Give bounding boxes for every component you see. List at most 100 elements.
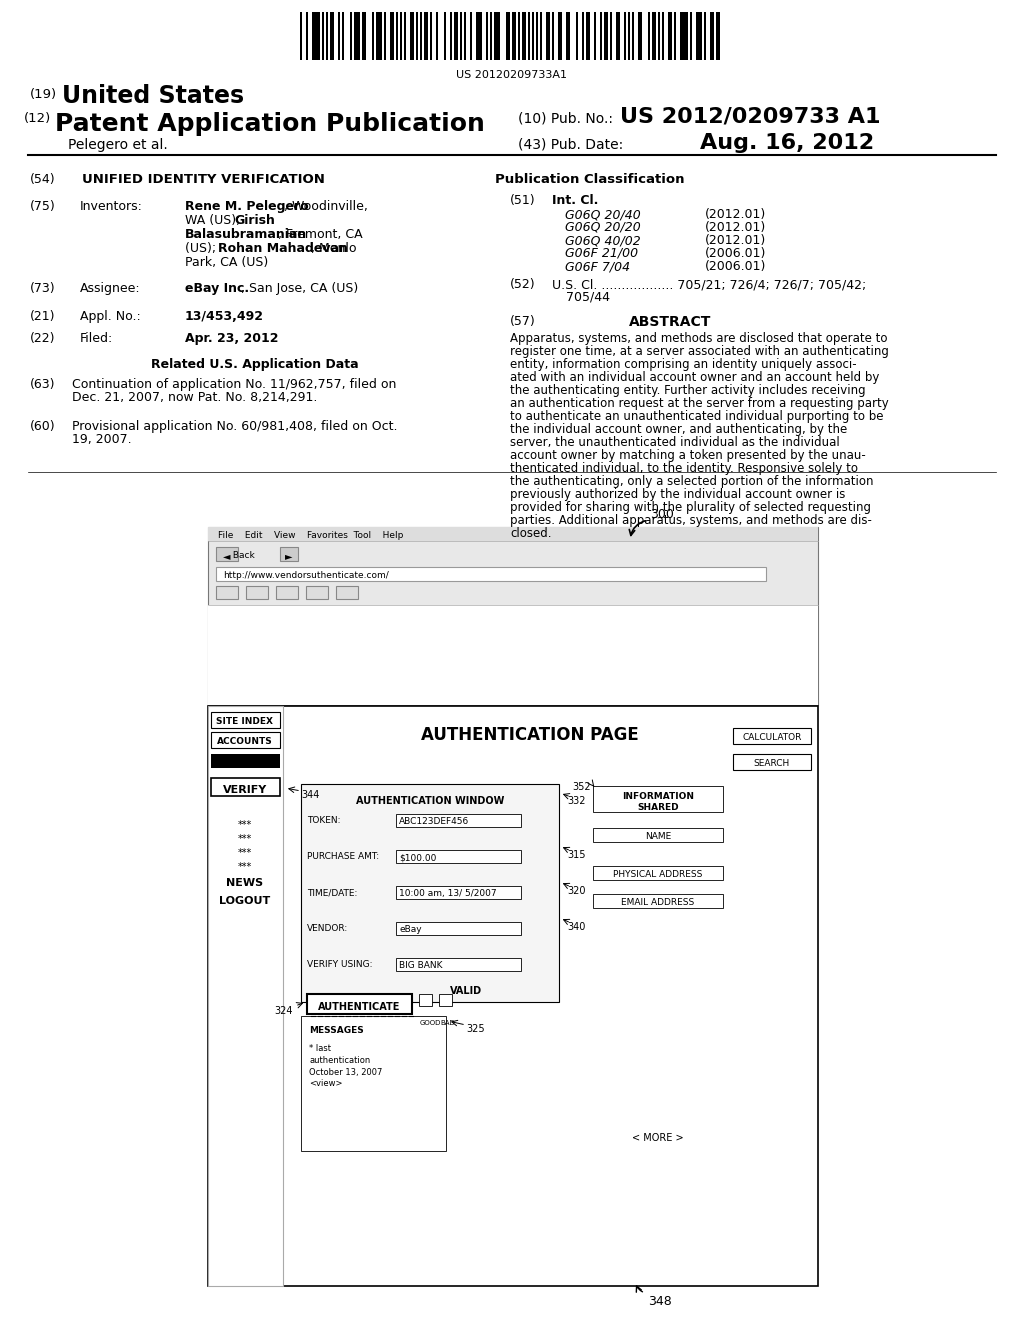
Text: ated with an individual account owner and an account held by: ated with an individual account owner an… (510, 371, 880, 384)
Text: the authenticating entity. Further activity includes receiving: the authenticating entity. Further activ… (510, 384, 865, 397)
Bar (301, 1016, 446, 1151)
Bar (522, 12, 526, 59)
Bar (540, 12, 542, 59)
Bar (490, 12, 492, 59)
Bar (400, 12, 402, 59)
Text: 10:00 am, 13/ 5/2007: 10:00 am, 13/ 5/2007 (399, 888, 497, 898)
Text: ABSTRACT: ABSTRACT (629, 315, 712, 329)
Bar (536, 12, 538, 59)
Text: account owner by matching a token presented by the unau-: account owner by matching a token presen… (510, 449, 865, 462)
Text: Aug. 16, 2012: Aug. 16, 2012 (700, 133, 874, 153)
Bar (604, 12, 608, 59)
Text: (73): (73) (30, 282, 55, 294)
Text: AUTHENTICATION PAGE: AUTHENTICATION PAGE (421, 726, 639, 744)
Text: 344: 344 (301, 789, 319, 800)
Bar (680, 12, 688, 59)
Bar (558, 12, 562, 59)
Bar (652, 12, 656, 59)
Bar (396, 921, 521, 935)
Text: closed.: closed. (510, 527, 552, 540)
Text: VALID: VALID (450, 986, 482, 997)
Text: 705/44: 705/44 (566, 290, 610, 304)
Bar (616, 12, 620, 59)
Text: < MORE >: < MORE > (632, 1133, 684, 1143)
Text: server, the unauthenticated individual as the individual: server, the unauthenticated individual a… (510, 436, 840, 449)
Bar (350, 12, 352, 59)
Bar (528, 12, 530, 59)
Text: (2006.01): (2006.01) (705, 247, 766, 260)
Text: Appl. No.:: Appl. No.: (80, 310, 140, 323)
Text: BIG BANK: BIG BANK (399, 961, 442, 970)
Bar (610, 12, 612, 59)
Text: SITE INDEX: SITE INDEX (216, 717, 273, 726)
Text: LOGOUT: LOGOUT (219, 896, 270, 906)
Text: Back: Back (230, 550, 255, 560)
Text: provided for sharing with the plurality of selected requesting: provided for sharing with the plurality … (510, 502, 871, 513)
Bar (705, 12, 706, 59)
Bar (690, 12, 692, 59)
Bar (300, 12, 302, 59)
Bar (593, 785, 723, 812)
Text: parties. Additional apparatus, systems, and methods are dis-: parties. Additional apparatus, systems, … (510, 513, 871, 527)
Text: Related U.S. Application Data: Related U.S. Application Data (152, 358, 358, 371)
Text: AUTHENTICATE: AUTHENTICATE (317, 1002, 400, 1012)
Text: PURCHASE AMT:: PURCHASE AMT: (307, 851, 379, 861)
Text: Provisional application No. 60/981,408, filed on Oct.: Provisional application No. 60/981,408, … (72, 420, 397, 433)
Text: U.S. Cl. .................. 705/21; 726/4; 726/7; 705/42;: U.S. Cl. .................. 705/21; 726/… (552, 279, 866, 290)
Text: to authenticate an unauthenticated individual purporting to be: to authenticate an unauthenticated indiv… (510, 411, 884, 422)
Bar (307, 994, 412, 1014)
Bar (594, 12, 596, 59)
Bar (733, 754, 811, 770)
Bar (532, 12, 534, 59)
Bar (419, 994, 432, 1006)
Text: entity, information comprising an identity uniquely associ-: entity, information comprising an identi… (510, 358, 857, 371)
Bar (658, 12, 660, 59)
Text: VERIFY: VERIFY (223, 785, 267, 795)
Text: Apr. 23, 2012: Apr. 23, 2012 (185, 333, 279, 345)
Text: (21): (21) (30, 310, 55, 323)
Text: (2012.01): (2012.01) (705, 209, 766, 220)
Text: thenticated individual, to the identity. Responsive solely to: thenticated individual, to the identity.… (510, 462, 858, 475)
Text: , San Jose, CA (US): , San Jose, CA (US) (241, 282, 358, 294)
Bar (476, 12, 482, 59)
Text: US 20120209733A1: US 20120209733A1 (457, 70, 567, 81)
Text: ►: ► (286, 550, 293, 561)
Bar (648, 12, 650, 59)
Bar (486, 12, 488, 59)
Text: CALCULATOR: CALCULATOR (742, 733, 802, 742)
Text: G06Q 40/02: G06Q 40/02 (565, 234, 641, 247)
Bar (338, 12, 340, 59)
Text: SEARCH: SEARCH (754, 759, 791, 768)
Bar (460, 12, 462, 59)
Text: GOOD: GOOD (420, 1020, 441, 1026)
Bar (216, 546, 238, 561)
Bar (416, 12, 418, 59)
Bar (600, 12, 602, 59)
Bar (396, 958, 521, 972)
Text: ***: *** (238, 820, 252, 830)
Bar (211, 711, 280, 729)
Text: US 2012/0209733 A1: US 2012/0209733 A1 (620, 107, 881, 127)
Bar (674, 12, 676, 59)
Bar (404, 12, 406, 59)
Bar (632, 12, 634, 59)
Text: ◄: ◄ (223, 550, 230, 561)
Text: VENDOR:: VENDOR: (307, 924, 348, 933)
Text: PHYSICAL ADDRESS: PHYSICAL ADDRESS (613, 870, 702, 879)
Text: File    Edit    View    Favorites  Tool    Help: File Edit View Favorites Tool Help (218, 531, 403, 540)
Bar (330, 12, 334, 59)
Text: 340: 340 (567, 921, 586, 932)
Bar (342, 12, 344, 59)
Bar (506, 12, 510, 59)
Text: (12): (12) (24, 112, 51, 125)
Bar (710, 12, 714, 59)
Text: NAME: NAME (645, 832, 671, 841)
Text: Balasubramanian: Balasubramanian (185, 228, 307, 242)
Text: (US);: (US); (185, 242, 220, 255)
Bar (668, 12, 672, 59)
Text: Assignee:: Assignee: (80, 282, 140, 294)
Text: 320: 320 (567, 886, 586, 896)
Text: NEWS: NEWS (226, 878, 263, 888)
Bar (208, 706, 283, 1286)
Text: , Menlo: , Menlo (311, 242, 356, 255)
